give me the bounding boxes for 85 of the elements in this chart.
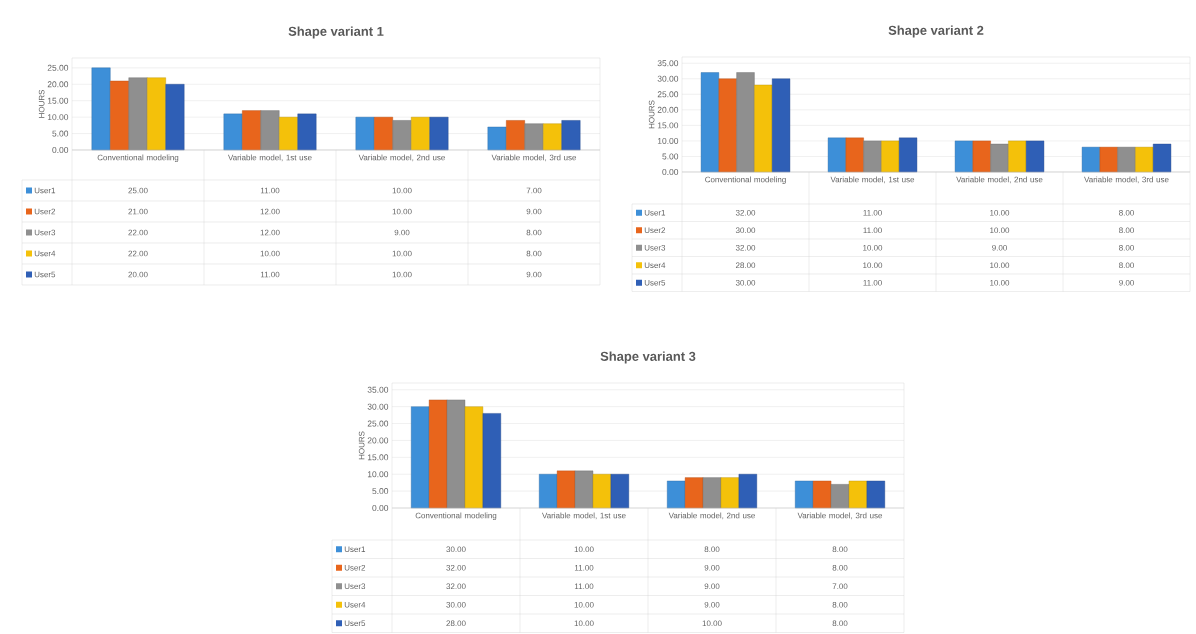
bar bbox=[754, 84, 773, 173]
bar bbox=[738, 474, 758, 509]
bar bbox=[898, 137, 918, 173]
bar bbox=[147, 77, 166, 151]
bar bbox=[223, 113, 243, 151]
y-tick-label: 5.00 bbox=[372, 488, 389, 495]
bar bbox=[1008, 140, 1027, 173]
bar bbox=[795, 480, 814, 509]
bar bbox=[242, 110, 261, 151]
bar bbox=[110, 80, 129, 151]
bar bbox=[355, 116, 375, 151]
bar bbox=[771, 78, 791, 173]
bar bbox=[881, 140, 900, 173]
bar bbox=[128, 77, 148, 151]
bar bbox=[972, 140, 991, 173]
bar bbox=[411, 116, 430, 151]
y-tick-label: 20.00 bbox=[657, 106, 679, 113]
bar bbox=[700, 72, 720, 173]
bar bbox=[524, 123, 544, 151]
y-tick-label: 25.00 bbox=[657, 91, 679, 98]
bar bbox=[1025, 140, 1045, 173]
y-tick-label: 0.00 bbox=[372, 505, 389, 511]
y-tick-label: 15.00 bbox=[47, 97, 69, 104]
y-tick-label: 5.00 bbox=[662, 153, 679, 160]
bar bbox=[863, 140, 882, 173]
bar bbox=[990, 143, 1009, 173]
bar bbox=[506, 120, 525, 151]
bar bbox=[684, 477, 704, 509]
bar bbox=[487, 126, 507, 151]
bar bbox=[561, 120, 581, 151]
y-tick-label: 5.00 bbox=[52, 130, 69, 137]
bar bbox=[374, 116, 393, 151]
y-tick-label: 35.00 bbox=[657, 60, 679, 67]
bar bbox=[1117, 146, 1136, 173]
bar bbox=[392, 120, 412, 151]
bar bbox=[539, 474, 558, 509]
bar bbox=[610, 474, 629, 509]
bar bbox=[830, 484, 850, 509]
bar bbox=[1135, 146, 1154, 173]
bar bbox=[720, 477, 740, 509]
bar bbox=[718, 78, 737, 173]
bar bbox=[260, 110, 280, 151]
y-tick-label: 25.00 bbox=[367, 420, 389, 427]
y-tick-label: 20.00 bbox=[47, 81, 69, 88]
chart-title: Shape variant 1 bbox=[288, 26, 384, 39]
bar bbox=[845, 137, 864, 173]
chart-title: Shape variant 3 bbox=[600, 351, 696, 364]
bar bbox=[464, 406, 484, 509]
bar bbox=[848, 480, 868, 509]
bar bbox=[866, 480, 886, 509]
y-tick-label: 15.00 bbox=[657, 122, 679, 129]
y-tick-label: 0.00 bbox=[662, 169, 679, 175]
bar bbox=[812, 480, 832, 509]
y-tick-label: 10.00 bbox=[47, 114, 69, 121]
y-tick-label: 30.00 bbox=[367, 403, 389, 410]
bar bbox=[736, 72, 755, 173]
bar bbox=[702, 477, 722, 509]
bar bbox=[667, 480, 686, 509]
bar bbox=[482, 413, 501, 509]
bar bbox=[297, 113, 317, 151]
bar bbox=[1081, 146, 1101, 173]
bar bbox=[165, 84, 185, 151]
bar bbox=[411, 406, 430, 509]
y-tick-label: 25.00 bbox=[47, 64, 69, 71]
bar bbox=[556, 470, 576, 509]
bar bbox=[543, 123, 562, 151]
bar bbox=[1152, 143, 1172, 173]
bar bbox=[592, 474, 612, 509]
y-tick-label: 10.00 bbox=[367, 471, 389, 478]
chart-title: Shape variant 2 bbox=[888, 25, 984, 38]
bar bbox=[429, 116, 449, 151]
bar bbox=[428, 399, 448, 509]
y-tick-label: 30.00 bbox=[657, 75, 679, 82]
bar bbox=[91, 67, 111, 151]
y-tick-label: 35.00 bbox=[367, 386, 389, 393]
bar bbox=[446, 399, 466, 509]
y-tick-label: 10.00 bbox=[657, 137, 679, 144]
bar bbox=[827, 137, 847, 173]
y-tick-label: 0.00 bbox=[52, 147, 69, 153]
bar bbox=[1099, 146, 1118, 173]
y-tick-label: 15.00 bbox=[367, 454, 389, 461]
bar bbox=[574, 470, 594, 509]
bar bbox=[954, 140, 974, 173]
y-tick-label: 20.00 bbox=[367, 437, 389, 444]
bar bbox=[279, 116, 298, 151]
